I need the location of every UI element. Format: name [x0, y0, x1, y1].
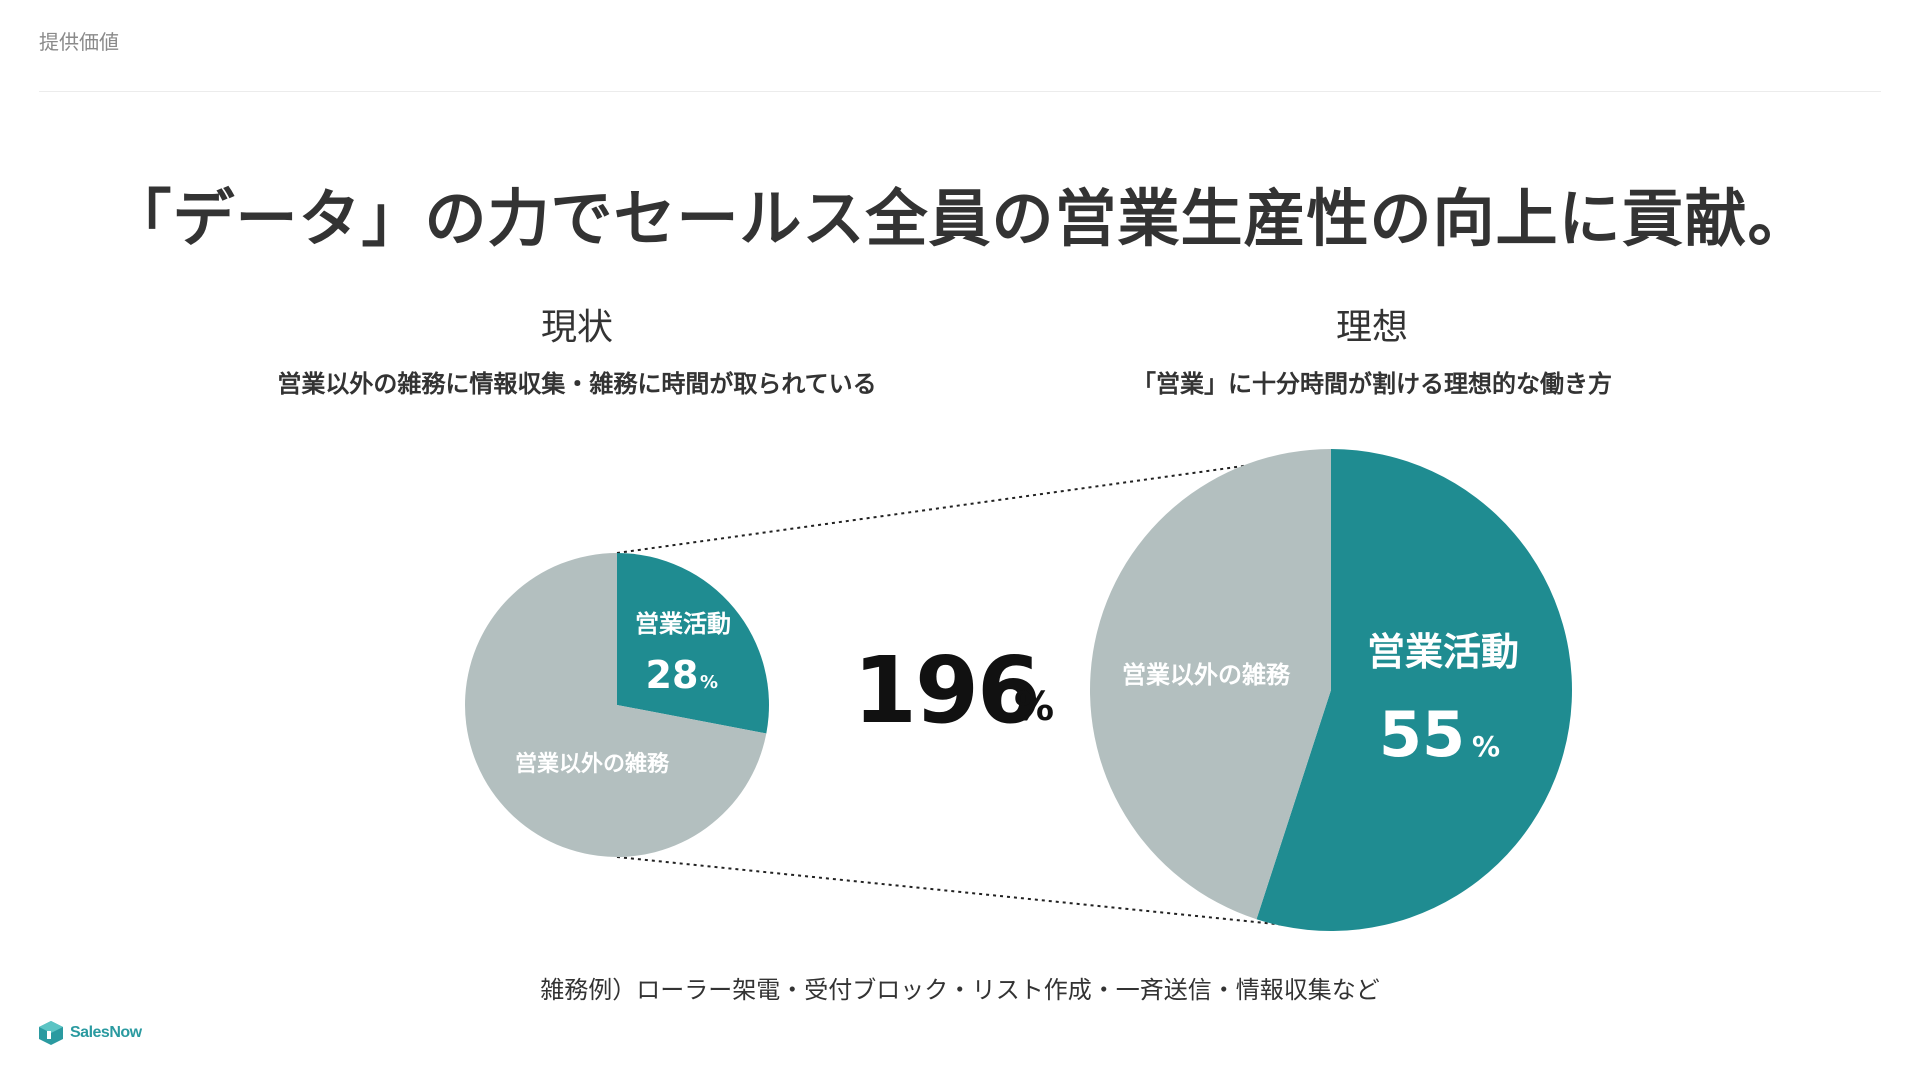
ideal-sales-value: 55 [1379, 698, 1465, 771]
current-subtitle: 営業以外の雑務に情報収集・雑務に時間が取られている [277, 370, 877, 398]
footnote: 雑務例）ローラー架電・受付ブロック・リスト作成・一斉送信・情報収集など [540, 976, 1380, 1004]
ideal-sales-unit: % [1472, 730, 1500, 763]
current-sales-unit: % [700, 672, 718, 693]
ideal-other-label: 営業以外の雑務 [1122, 661, 1291, 689]
section-label: 提供価値 [39, 30, 119, 54]
header-divider [39, 91, 1881, 92]
ideal-title: 理想 [1335, 307, 1408, 348]
ideal-pie-slice-sales [1256, 449, 1572, 931]
comparison-value: 196 [853, 637, 1039, 744]
current-other-label: 営業以外の雑務 [515, 751, 670, 777]
comparison-unit: % [1014, 684, 1054, 730]
page-title: 「データ」の力でセールス全員の営業生産性の向上に貢献。 [109, 182, 1811, 255]
logo-mark-icon [39, 1021, 63, 1045]
ideal-pie-slice-other [1089, 449, 1331, 920]
current-pie-slice-other [464, 553, 767, 857]
ideal-sales-label: 営業活動 [1367, 630, 1519, 674]
ideal-subtitle: 「営業」に十分時間が割ける理想的な働き方 [1132, 370, 1612, 398]
company-logo: SalesNow [38, 1020, 142, 1046]
current-sales-value: 28 [646, 653, 699, 697]
current-pie-slice-sales [617, 553, 769, 734]
current-sales-label: 営業活動 [635, 610, 731, 638]
current-title: 現状 [540, 307, 613, 348]
logo-text: SalesNow [70, 1024, 142, 1041]
